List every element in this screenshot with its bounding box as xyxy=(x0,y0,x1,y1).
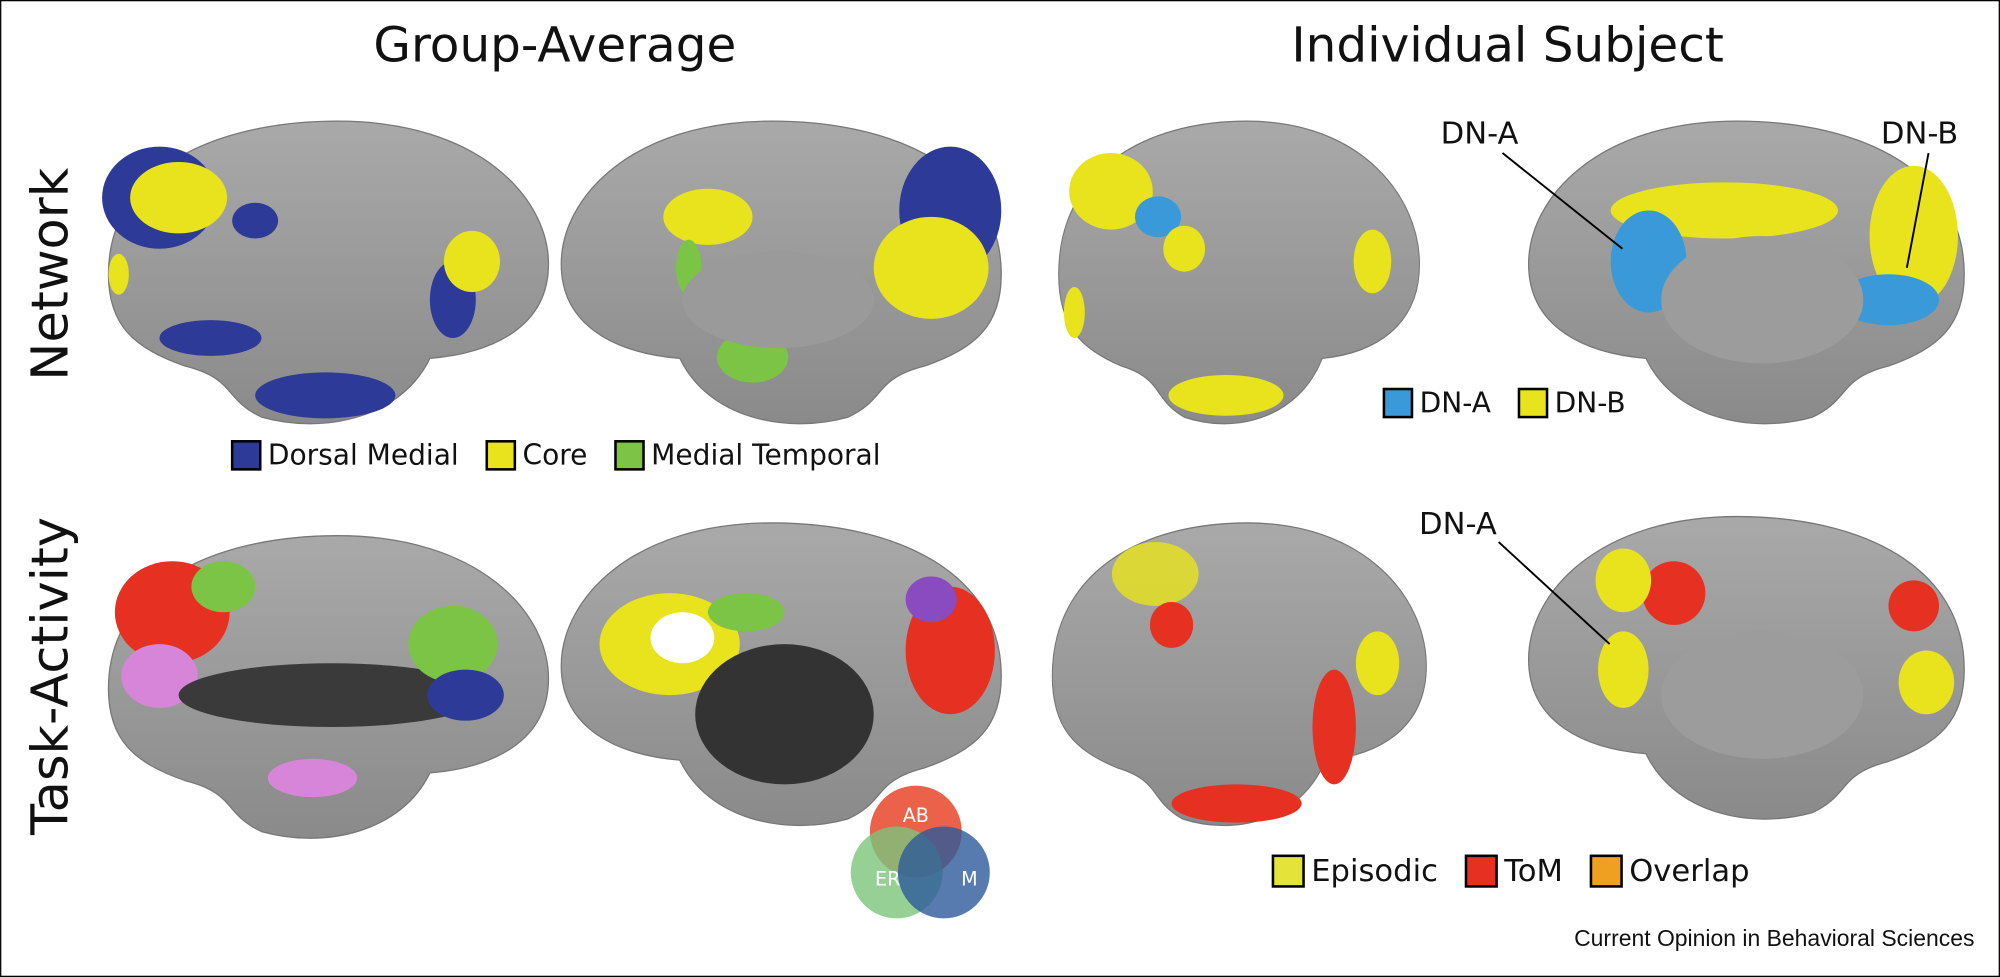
annotation-line xyxy=(1501,152,1624,250)
legend-label: DN-B xyxy=(1555,386,1626,419)
legend-label: Episodic xyxy=(1311,854,1438,889)
legend-swatch xyxy=(485,440,517,471)
legend-swatch xyxy=(1271,854,1305,888)
venn-label: M xyxy=(961,868,978,891)
credit: Current Opinion in Behavioral Sciences xyxy=(1574,925,1974,951)
brain-lateral xyxy=(1058,120,1421,425)
row-label: Network xyxy=(22,167,81,380)
column-title: Individual Subject xyxy=(1291,17,1724,73)
annotation: DN-A xyxy=(1441,117,1519,152)
legend-swatch xyxy=(1589,854,1623,888)
venn-label: AB xyxy=(903,804,929,827)
legend-label: DN-A xyxy=(1420,386,1491,419)
legend-label: Dorsal Medial xyxy=(268,439,459,472)
legend-swatch xyxy=(1382,387,1414,419)
annotation-line xyxy=(1498,541,1611,645)
legend-swatch xyxy=(614,440,645,471)
legend-label: ToM xyxy=(1503,854,1563,889)
column-title: Group-Average xyxy=(373,17,736,73)
brain-medial xyxy=(560,522,1002,827)
legend-label: Medial Temporal xyxy=(651,439,880,472)
brain-medial xyxy=(560,120,1002,425)
venn-label: ER xyxy=(875,868,900,891)
brain-lateral xyxy=(107,535,550,839)
brain-lateral xyxy=(1051,522,1427,827)
brain-lateral xyxy=(102,120,550,425)
legend-label: Core xyxy=(522,439,587,472)
annotation: DN-B xyxy=(1881,117,1958,152)
row-label: Task-Activity xyxy=(22,517,81,836)
legend-swatch xyxy=(230,440,262,471)
venn-diagram: AB ER M xyxy=(850,785,990,919)
legends: Dorsal Medial Core Medial Temporal DN-A DN-B… xyxy=(230,386,1750,889)
legend-swatch xyxy=(1464,854,1498,888)
annotation: DN-A xyxy=(1419,507,1497,542)
annotation-line xyxy=(1905,152,1930,269)
legend-swatch xyxy=(1517,387,1549,419)
legend-label: Overlap xyxy=(1629,854,1749,889)
brain-medial xyxy=(1527,515,1965,820)
